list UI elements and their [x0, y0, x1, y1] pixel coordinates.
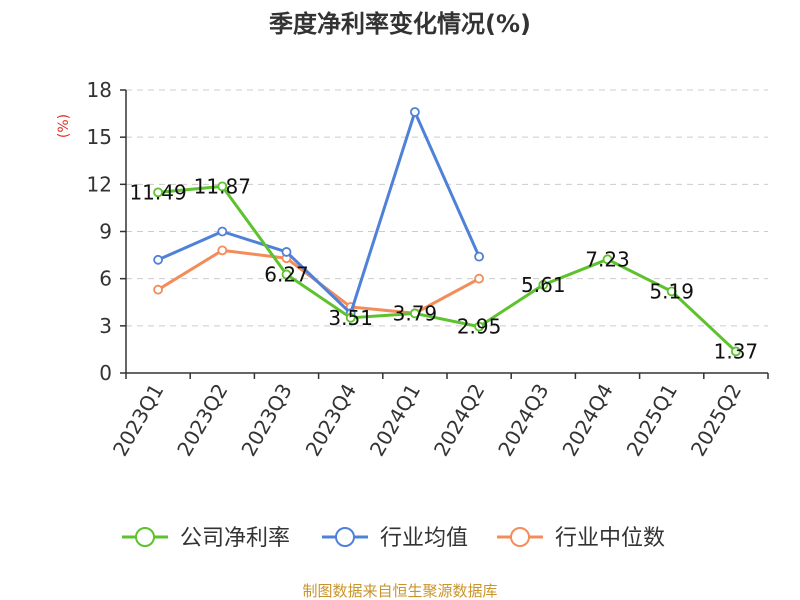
chart-title: 季度净利率变化情况(%): [269, 10, 531, 38]
data-label: 2.95: [457, 315, 502, 339]
y-tick-label: 12: [87, 172, 112, 196]
y-axis-label: (%): [56, 114, 72, 138]
data-labels: 11.49 11.87 6.27 3.51 3.79 2.95 5.61 7.23 5.19 1.…: [129, 174, 758, 363]
series-line: [157, 110, 481, 315]
data-label: 5.61: [521, 273, 566, 297]
x-tick-label: 2024Q4: [557, 380, 617, 461]
legend-marker: [510, 527, 530, 547]
legend-item: 行业均值: [322, 526, 468, 551]
legend-label: 公司净利率: [180, 526, 290, 551]
x-tick-label: 2025Q1: [622, 380, 682, 461]
data-point: [409, 308, 420, 319]
data-point: [409, 107, 420, 117]
y-tick-label: 15: [87, 125, 112, 149]
source-note: 制图数据来自恒生聚源数据库: [302, 582, 497, 600]
data-label: 1.37: [714, 339, 759, 363]
legend-item: 行业中位数: [497, 526, 665, 551]
y-tick-label: 0: [99, 361, 112, 385]
axes: 0 3 6 9 12 15 18 2023Q1 2023Q2 2023Q3 2023Q4 2024Q1…: [87, 78, 769, 461]
legend-marker: [135, 527, 155, 547]
data-label: 11.49: [129, 180, 186, 204]
series: [153, 107, 485, 319]
y-tick-label: 18: [87, 78, 112, 102]
data-point: [153, 284, 164, 295]
data-point: [474, 321, 485, 332]
legend-label: 行业均值: [380, 526, 468, 551]
x-tick-label: 2025Q2: [686, 380, 746, 461]
data-label: 3.79: [393, 301, 438, 325]
data-label: 3.51: [328, 306, 373, 330]
legend-item: 公司净利率: [122, 526, 290, 551]
data-point: [474, 273, 485, 284]
legend: 公司净利率 行业均值 行业中位数: [122, 526, 665, 551]
data-point: [153, 187, 164, 198]
data-point: [538, 279, 549, 290]
x-tick-label: 2024Q2: [429, 379, 489, 460]
y-tick-label: 6: [99, 267, 112, 291]
x-tick-label: 2024Q3: [493, 380, 553, 461]
x-tick-label: 2024Q1: [365, 380, 425, 461]
data-label: 6.27: [264, 262, 309, 286]
data-point: [217, 226, 228, 237]
data-point: [474, 251, 485, 262]
legend-label: 行业中位数: [555, 526, 665, 551]
data-point: [217, 245, 228, 256]
data-point: [281, 247, 292, 257]
series-line: [157, 184, 737, 353]
data-label: 5.19: [649, 279, 694, 303]
y-tick-label: 3: [99, 314, 112, 338]
data-point: [281, 269, 292, 280]
data-point: [666, 286, 677, 297]
data-point: [731, 346, 741, 357]
data-point: [153, 254, 164, 265]
data-label: 7.23: [585, 247, 630, 271]
data-point: [602, 254, 613, 265]
data-point: [217, 181, 228, 192]
legend-marker: [335, 527, 355, 547]
series: [153, 181, 741, 357]
data-point: [345, 312, 356, 323]
series-layer: [153, 107, 741, 357]
x-tick-label: 2023Q2: [172, 380, 232, 461]
data-label: 11.87: [194, 174, 251, 198]
x-tick-label: 2023Q1: [108, 380, 168, 461]
y-tick-label: 9: [99, 220, 112, 244]
x-tick-label: 2023Q4: [301, 380, 361, 461]
x-tick-label: 2023Q3: [236, 380, 296, 461]
